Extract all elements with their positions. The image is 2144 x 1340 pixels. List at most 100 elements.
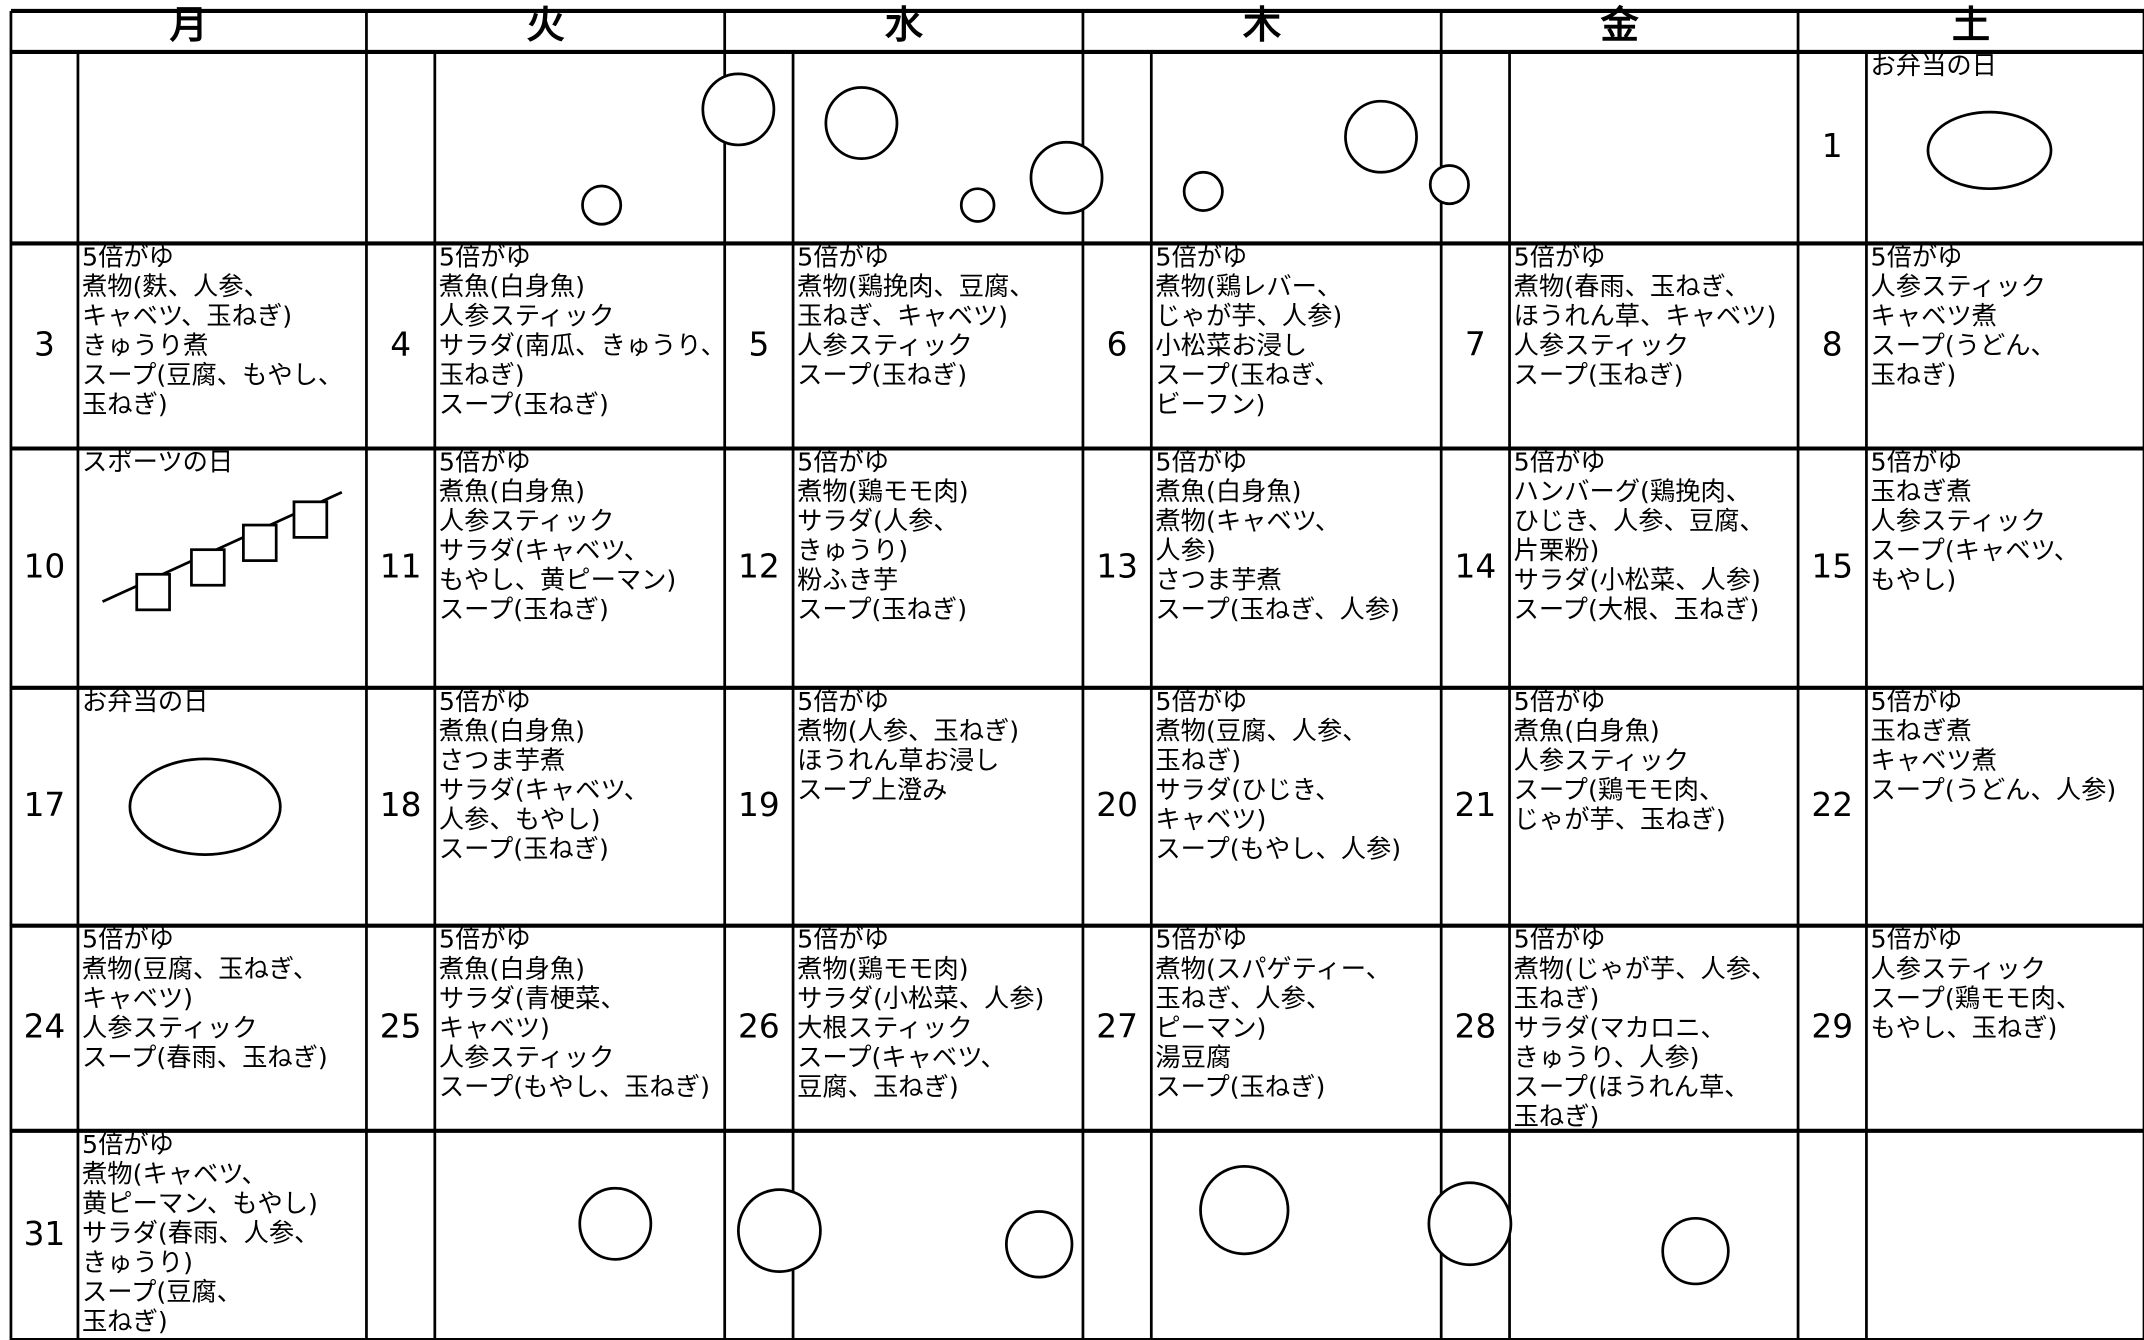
menu-line: サラダ(マカロニ、 — [1514, 1013, 1726, 1042]
date-number: 24 — [24, 1008, 66, 1046]
menu-line: スープ(もやし、人参) — [1155, 834, 1401, 863]
menu-line: 5倍がゆ — [1871, 242, 1963, 271]
menu-line: 人参、もやし) — [439, 805, 601, 834]
menu-line: 煮魚(白身魚) — [439, 477, 585, 506]
calendar-cells: 月火水木金土1お弁当の日35倍がゆ煮物(麩、人参、キャベツ、玉ねぎ)きゅうり煮ス… — [24, 3, 2117, 1336]
menu-line: スープ(うどん、人参) — [1871, 775, 2117, 804]
menu-line: きゅうり) — [82, 1248, 193, 1277]
date-number: 19 — [738, 786, 780, 824]
menu-line: 5倍がゆ — [1155, 242, 1247, 271]
menu-line: 玉ねぎ) — [82, 390, 168, 419]
day-header: 水 — [885, 3, 924, 48]
flags-icon — [101, 491, 343, 612]
date-number: 25 — [380, 1008, 422, 1046]
menu-line: 5倍がゆ — [1871, 687, 1963, 716]
menu-line: 玉ねぎ煮 — [1871, 477, 1972, 506]
menu-line: 玉ねぎ) — [1514, 1102, 1600, 1131]
menu-line: 人参スティック — [797, 331, 972, 360]
menu-line: 煮物(鶏レバー、 — [1155, 272, 1342, 301]
menu-line: スープ(豆腐、 — [82, 1278, 242, 1307]
menu-line: ほうれん草お浸し — [797, 746, 999, 775]
menu-line: サラダ(キャベツ、 — [439, 536, 649, 565]
date-number: 26 — [738, 1008, 780, 1046]
day-header: 金 — [1600, 3, 1639, 48]
menu-line: 玉ねぎ) — [1514, 984, 1600, 1013]
menu-line: 5倍がゆ — [1514, 925, 1606, 954]
menu-line: 5倍がゆ — [797, 925, 889, 954]
menu-line: キャベツ煮 — [1871, 746, 1997, 775]
day-header: 月 — [170, 3, 208, 48]
menu-line: スープ(玉ねぎ) — [439, 834, 609, 863]
menu-line: 5倍がゆ — [1155, 925, 1247, 954]
menu-line: 玉ねぎ、人参、 — [1155, 984, 1331, 1013]
menu-line: スープ(うどん、 — [1871, 331, 2056, 360]
menu-line: 玉ねぎ、キャベツ) — [797, 301, 1008, 330]
menu-line: 人参スティック — [439, 1043, 614, 1072]
menu-line: もやし) — [1871, 566, 1957, 595]
date-number: 10 — [24, 548, 66, 586]
menu-line: 5倍がゆ — [1871, 925, 1963, 954]
menu-line: 5倍がゆ — [82, 925, 174, 954]
menu-line: 煮物(じゃが芋、人参、 — [1514, 954, 1777, 983]
date-number: 17 — [24, 786, 66, 824]
date-number: 6 — [1107, 325, 1128, 363]
menu-line: 人参) — [1155, 536, 1215, 565]
menu-line: 人参スティック — [1871, 507, 2046, 536]
menu-line: サラダ(春雨、人参、 — [82, 1218, 319, 1247]
flower-row-top — [581, 72, 1470, 226]
menu-line: 玉ねぎ) — [82, 1307, 168, 1336]
date-number: 22 — [1811, 786, 1853, 824]
date-number: 20 — [1096, 786, 1138, 824]
menu-line: サラダ(青梗菜、 — [439, 984, 626, 1013]
menu-line: 人参スティック — [439, 301, 614, 330]
menu-line: 5倍がゆ — [797, 242, 889, 271]
date-number: 29 — [1811, 1008, 1853, 1046]
menu-line: キャベツ煮 — [1871, 301, 1997, 330]
menu-line: キャベツ) — [439, 1013, 550, 1042]
menu-line: 豆腐、玉ねぎ) — [797, 1072, 959, 1101]
menu-line: 5倍がゆ — [1871, 448, 1963, 477]
day-header: 火 — [526, 3, 565, 48]
menu-line: スープ(キャベツ、 — [1871, 536, 2080, 565]
menu-line: 5倍がゆ — [82, 242, 174, 271]
menu-line: ピーマン) — [1155, 1013, 1266, 1042]
menu-line: ほうれん草、キャベツ) — [1514, 301, 1777, 330]
menu-line: 玉ねぎ煮 — [1871, 716, 1972, 745]
menu-line: ひじき、人参、豆腐、 — [1514, 507, 1765, 536]
day-note: お弁当の日 — [82, 687, 208, 716]
menu-line: サラダ(小松菜、人参) — [797, 984, 1044, 1013]
menu-line: スープ(ほうれん草、 — [1514, 1072, 1750, 1101]
menu-line: スープ(玉ねぎ) — [1155, 1072, 1325, 1101]
date-number: 5 — [748, 325, 769, 363]
menu-line: ハンバーグ(鶏挽肉、 — [1514, 477, 1751, 506]
menu-line: さつま芋煮 — [439, 746, 565, 775]
menu-line: スープ(玉ねぎ) — [797, 595, 967, 624]
menu-line: さつま芋煮 — [1155, 566, 1281, 595]
menu-line: 煮物(鶏挽肉、豆腐、 — [797, 272, 1034, 301]
menu-line: 人参スティック — [1871, 954, 2046, 983]
menu-line: 粉ふき芋 — [797, 566, 898, 595]
menu-line: スープ(もやし、玉ねぎ) — [439, 1072, 710, 1101]
menu-line: 5倍がゆ — [439, 242, 531, 271]
menu-line: スープ(玉ねぎ、 — [1155, 361, 1339, 390]
menu-line: 煮魚(白身魚) — [439, 716, 585, 745]
menu-line: 5倍がゆ — [1514, 242, 1606, 271]
menu-line: 5倍がゆ — [1514, 448, 1606, 477]
menu-line: 煮魚(白身魚) — [439, 272, 585, 301]
menu-line: 人参スティック — [1514, 331, 1689, 360]
menu-line: 煮物(人参、玉ねぎ) — [797, 716, 1019, 745]
menu-line: スープ(玉ねぎ、人参) — [1155, 595, 1399, 624]
menu-line: キャベツ、玉ねぎ) — [82, 301, 292, 330]
menu-line: 煮物(豆腐、玉ねぎ、 — [82, 954, 318, 983]
menu-line: じゃが芋、玉ねぎ) — [1514, 805, 1726, 834]
menu-line: 煮物(麩、人参、 — [82, 272, 269, 301]
menu-line: 玉ねぎ) — [1155, 746, 1241, 775]
menu-line: スープ(玉ねぎ) — [797, 361, 967, 390]
menu-line: 煮物(スパゲティー、 — [1155, 954, 1391, 983]
menu-line: 5倍がゆ — [1155, 687, 1247, 716]
table-grid — [9, 8, 2144, 1340]
menu-line: スープ(玉ねぎ) — [439, 390, 609, 419]
menu-line: 煮物(キャベツ、 — [82, 1159, 267, 1188]
menu-line: 5倍がゆ — [82, 1130, 174, 1159]
